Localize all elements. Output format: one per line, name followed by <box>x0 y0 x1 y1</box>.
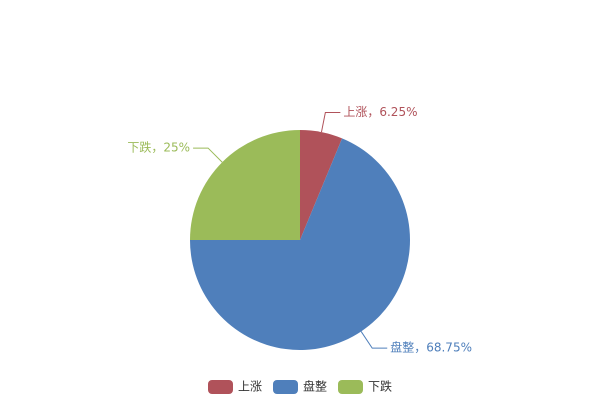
legend-label: 下跌 <box>368 379 392 394</box>
legend-label: 盘整 <box>303 379 327 394</box>
data-label: 下跌，25% <box>127 140 190 155</box>
data-label: 上涨，6.25% <box>343 104 417 119</box>
label-line <box>320 111 341 133</box>
legend-label: 上涨 <box>238 379 262 394</box>
label-line <box>193 147 223 163</box>
pie-slice <box>190 138 410 350</box>
data-label: 盘整，68.75% <box>390 340 472 355</box>
label-line <box>360 331 388 349</box>
legend-swatch <box>273 380 298 394</box>
legend-swatch <box>208 380 233 394</box>
pie-slice <box>190 130 300 240</box>
pie-slice <box>300 130 343 240</box>
legend-swatch <box>338 380 363 394</box>
